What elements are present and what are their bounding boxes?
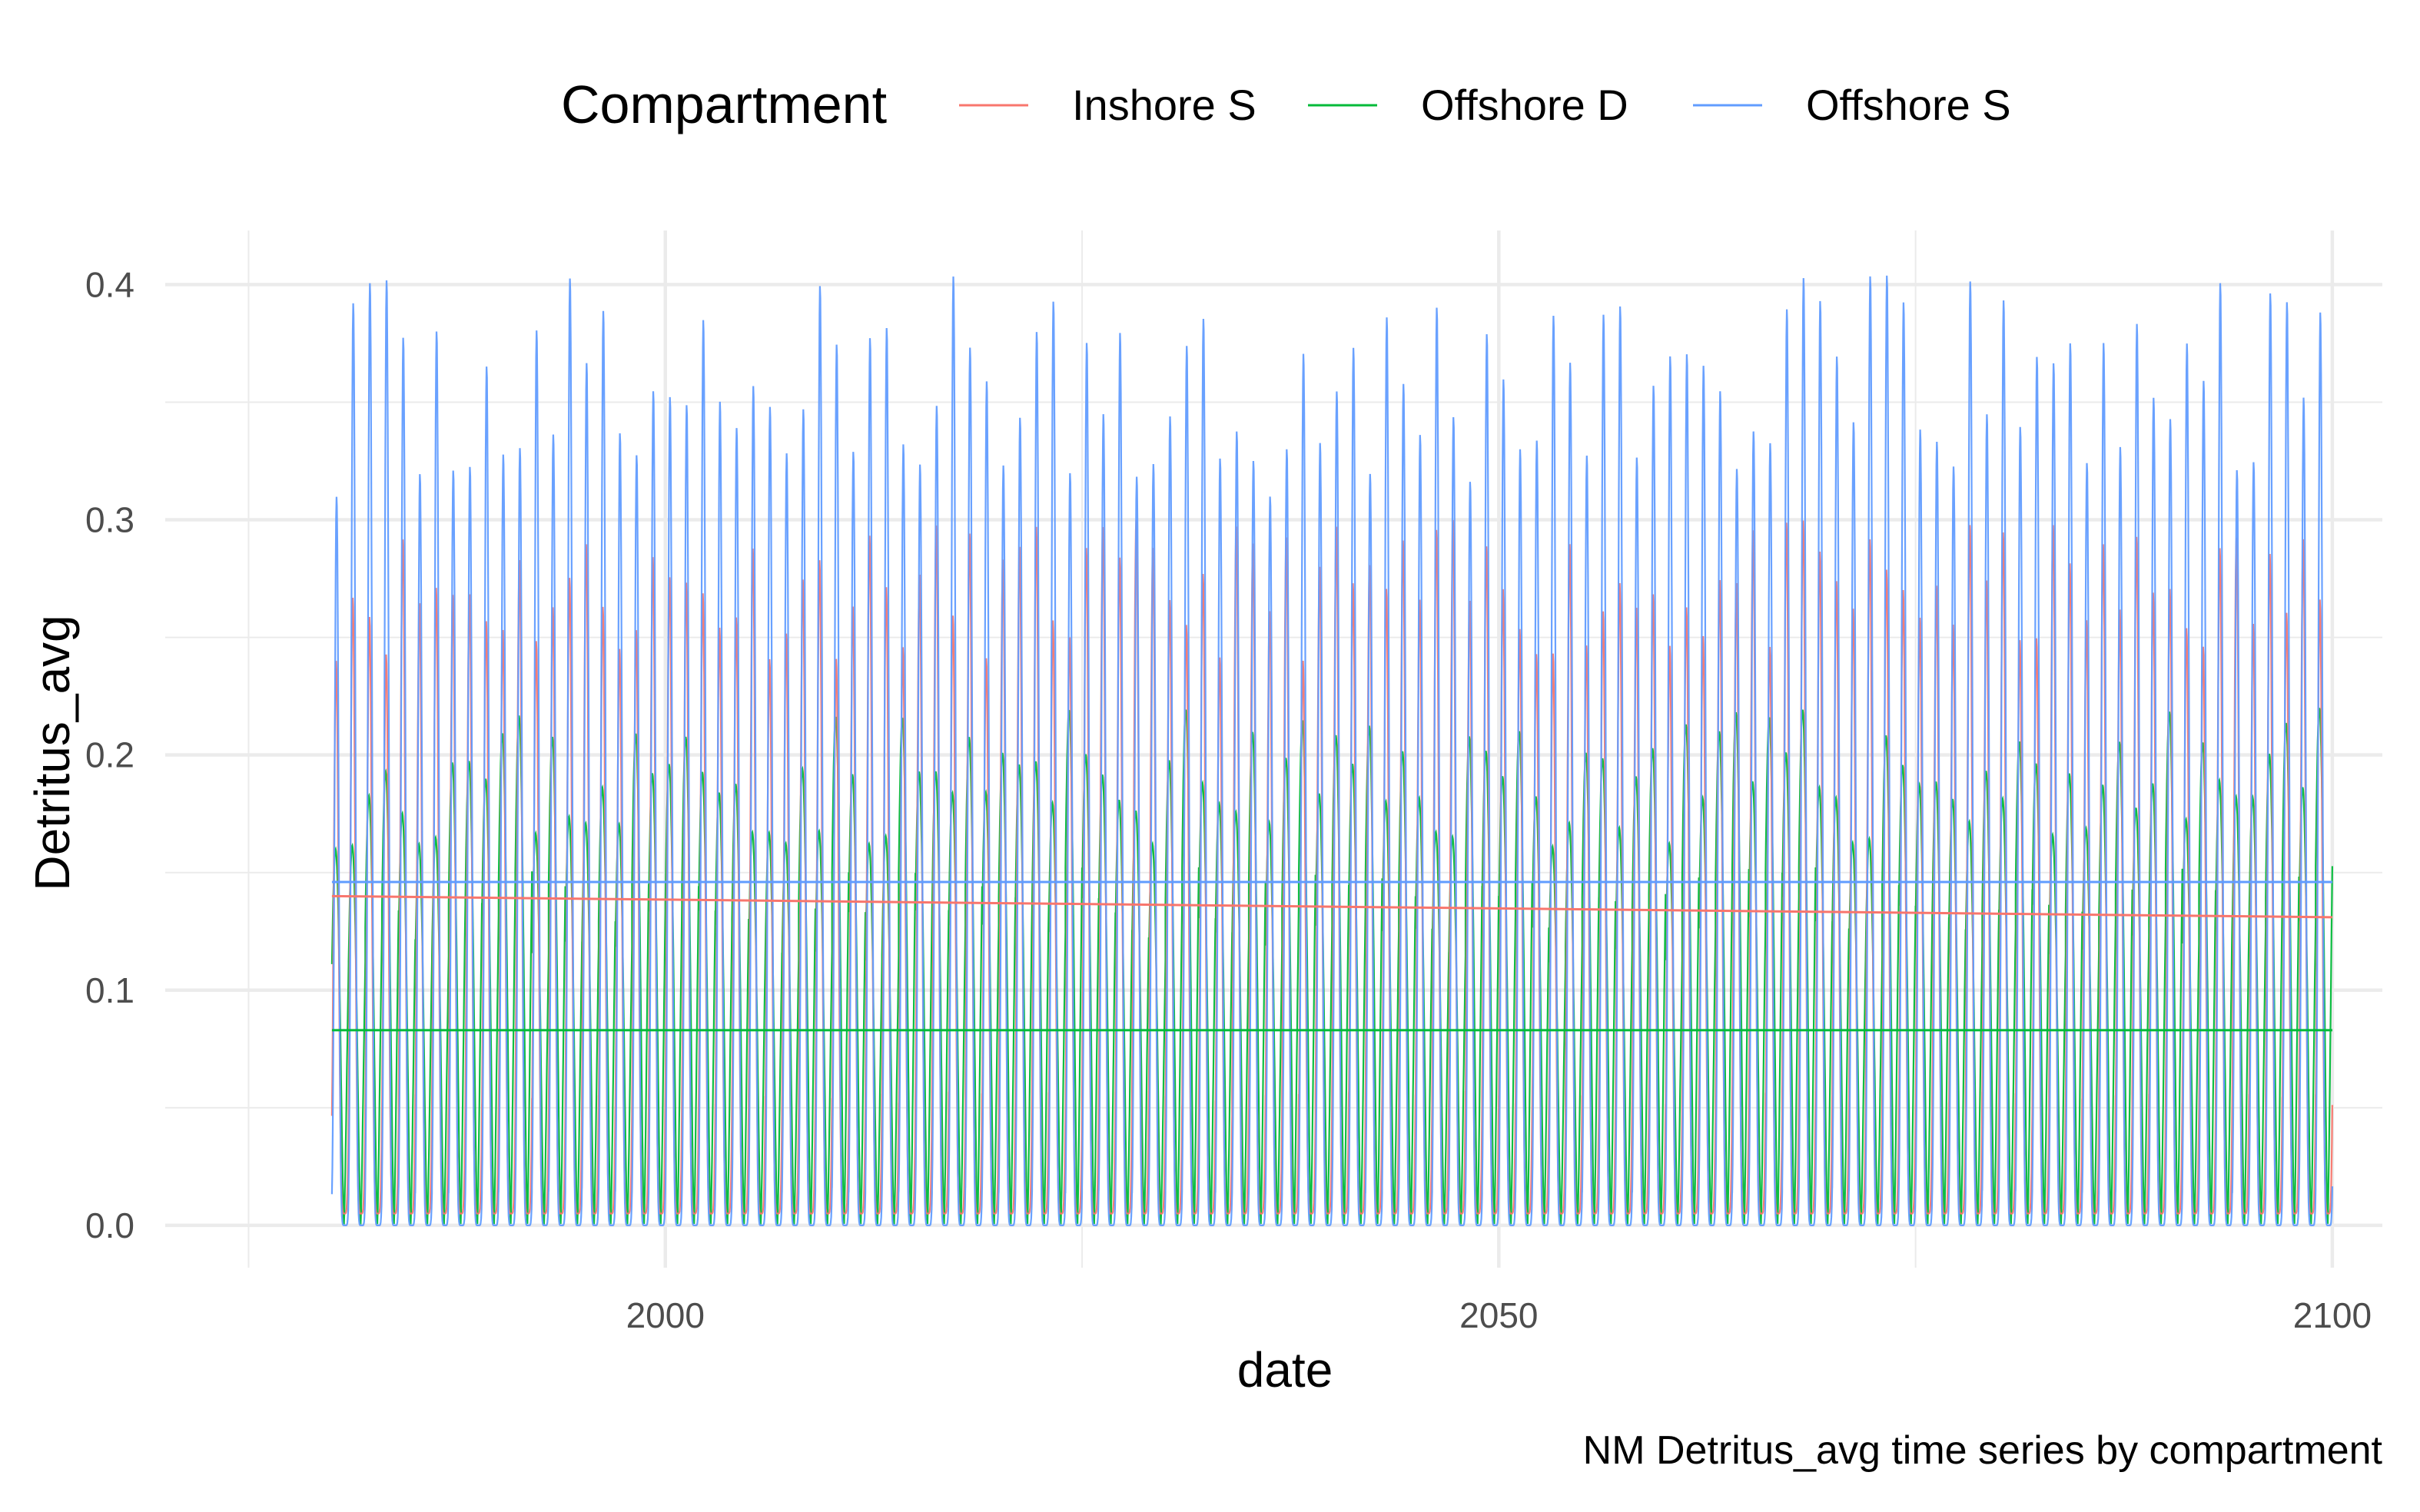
chart-caption: NM Detritus_avg time series by compartme…	[1583, 1428, 2383, 1473]
legend-entries: Inshore S Offshore D Offshore S	[959, 81, 2011, 129]
legend-label: Offshore D	[1421, 81, 1628, 129]
x-tick-label: 2050	[1459, 1295, 1538, 1335]
y-tick-label: 0.3	[85, 500, 134, 540]
x-axis-ticks: 2000 2050 2100	[626, 1295, 2372, 1335]
y-tick-label: 0.2	[85, 735, 134, 775]
series-line-inshore-s	[330, 519, 2333, 1215]
legend-label: Inshore S	[1072, 81, 1256, 129]
y-axis-title: Detritus_avg	[25, 615, 80, 890]
legend: Compartment Inshore S Offshore D Offshore …	[561, 75, 2011, 134]
x-axis-title: date	[1237, 1342, 1333, 1398]
y-axis-ticks: 0.0 0.1 0.2 0.3 0.4	[85, 264, 134, 1245]
series-line-offshore-s	[330, 275, 2333, 1226]
legend-label: Offshore S	[1806, 81, 2011, 129]
x-tick-label: 2100	[2293, 1295, 2372, 1335]
y-tick-label: 0.0	[85, 1205, 134, 1245]
y-tick-label: 0.1	[85, 970, 134, 1010]
y-tick-label: 0.4	[85, 264, 134, 304]
mean-line-inshore-s	[331, 894, 2332, 919]
series-layer	[330, 275, 2333, 1226]
x-tick-label: 2000	[626, 1295, 705, 1335]
legend-title: Compartment	[561, 75, 887, 134]
